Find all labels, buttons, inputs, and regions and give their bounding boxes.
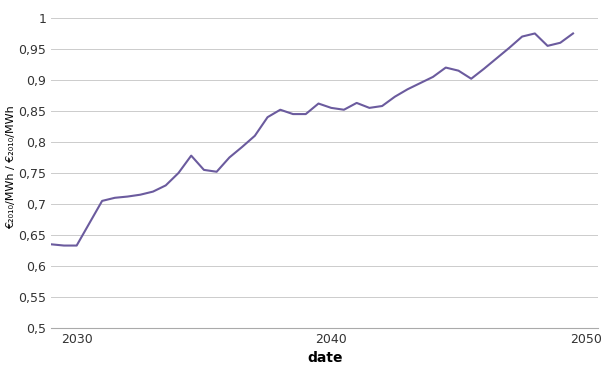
X-axis label: date: date	[307, 351, 343, 365]
Y-axis label: €₂₀₁₀/MWh / €₂₀₁₀/MWh: €₂₀₁₀/MWh / €₂₀₁₀/MWh	[5, 105, 16, 229]
